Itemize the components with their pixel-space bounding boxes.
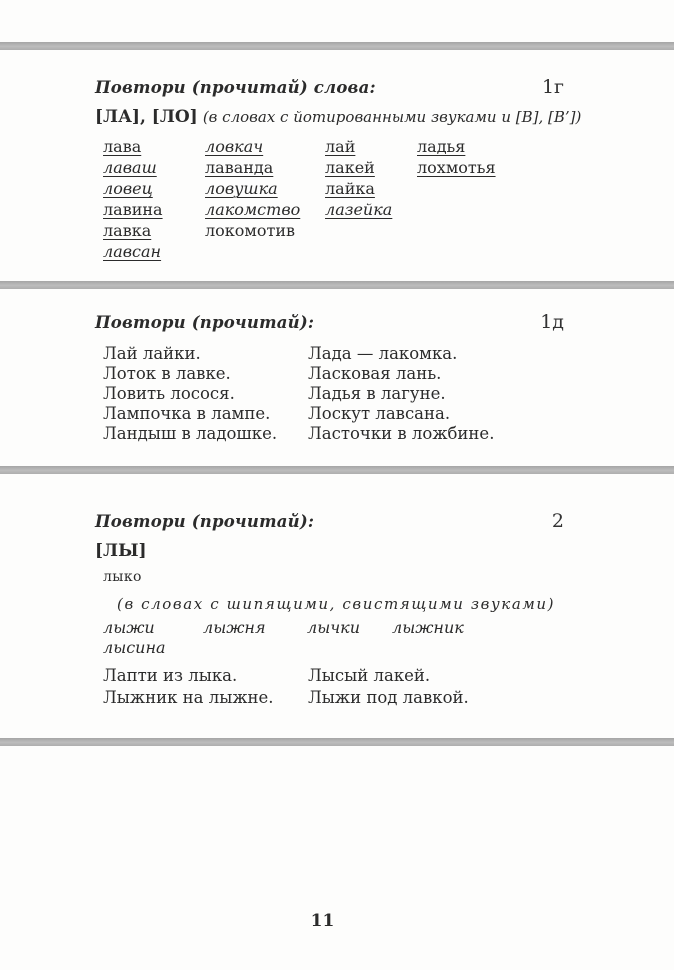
word-rows-2: лыжи лыжня лычки лыжник лысина xyxy=(103,618,564,658)
word: лавсан xyxy=(103,242,162,261)
word-column: лава лаваш ловец лавина лавка лавсан xyxy=(103,136,205,262)
phrase: Лыжи под лавкой. xyxy=(308,688,469,707)
separator-bar-top xyxy=(0,42,674,50)
exercise-number: 1г xyxy=(541,76,564,98)
page-number: 11 xyxy=(310,911,335,931)
word: лаваш xyxy=(103,158,157,177)
word: ладья xyxy=(417,137,466,156)
single-word: лыко xyxy=(103,569,142,585)
word: лысина xyxy=(103,638,166,657)
word: лайка xyxy=(325,179,375,198)
word: лавка xyxy=(103,221,152,240)
phrase: Лада — лакомка. xyxy=(308,344,458,363)
phrase: Ландыш в ладошке. xyxy=(103,424,278,443)
phrase-column: Лапти из лыка. Лыжник на лыжне. xyxy=(103,665,308,709)
word: лыжня xyxy=(203,618,266,637)
word: ловушка xyxy=(205,179,278,198)
exercise-number: 1д xyxy=(540,311,564,333)
exercise-header: Повтори (прочитай) слова: 1г xyxy=(95,76,564,98)
word: лыжник xyxy=(392,618,464,637)
word: ловец xyxy=(103,179,153,198)
phrase-column: Лада — лакомка. Ласковая лань. Ладья в лаг… xyxy=(308,344,494,444)
exercise-title: Повтори (прочитай): xyxy=(95,512,315,531)
word-column: лай лакей лайка лазейка xyxy=(325,136,417,262)
exercise-number: 2 xyxy=(551,510,564,532)
separator-bar xyxy=(0,281,674,289)
phrase: Ласточки в ложбине. xyxy=(308,424,495,443)
separator-bar xyxy=(0,738,674,746)
word: локомотив xyxy=(205,221,296,240)
word: лай xyxy=(325,137,356,156)
word: лакомство xyxy=(205,200,301,219)
phrase-column: Лай лайки. Лоток в лавке. Ловить лосося. Ла… xyxy=(103,344,308,444)
exercise-1d: Повтори (прочитай): 1д Лай лайки. Лоток в… xyxy=(95,311,564,444)
phrase: Лыжник на лыжне. xyxy=(103,688,274,707)
word: ловкач xyxy=(205,137,264,156)
phrase: Лампочка в лампе. xyxy=(103,404,271,423)
word: лохмотья xyxy=(417,158,496,177)
phrase: Лоскут лавсана. xyxy=(308,404,451,423)
word: лазейка xyxy=(325,200,393,219)
word: лава xyxy=(103,137,142,156)
word: лакей xyxy=(325,158,375,177)
word-grid-1g: лава лаваш ловец лавина лавка лавсан ловкач лав… xyxy=(103,136,564,262)
word-column: ладья лохмотья xyxy=(417,136,496,262)
separator-bar xyxy=(0,466,674,474)
word: лыжи xyxy=(103,618,155,637)
phrase: Лысый лакей. xyxy=(308,666,431,685)
phrase: Лоток в лавке. xyxy=(103,364,231,383)
sound-labels: [ЛЫ] xyxy=(95,541,147,561)
word: лычки xyxy=(307,618,361,637)
phrase-column: Лысый лакей. Лыжи под лавкой. xyxy=(308,665,469,709)
exercise-subtitle: [ЛА], [ЛО] (в словах с йотированными зву… xyxy=(95,107,581,127)
exercise-2: Повтори (прочитай): 2 [ЛЫ] лыко (в слова… xyxy=(95,510,564,709)
empty-cell xyxy=(307,638,392,658)
sound-labels: [ЛА], [ЛО] xyxy=(95,107,198,127)
phrase: Ладья в лагуне. xyxy=(308,384,446,403)
exercise-title: Повтори (прочитай) слова: xyxy=(95,78,376,97)
word: лавина xyxy=(103,200,163,219)
exercise-1g: Повтори (прочитай) слова: 1г [ЛА], [ЛО] … xyxy=(95,76,581,262)
exercise-header: Повтори (прочитай): 1д xyxy=(95,311,564,333)
exercise-title: Повтори (прочитай): xyxy=(95,313,315,332)
phrase: Ласковая лань. xyxy=(308,364,442,383)
phrase-columns-2: Лапти из лыка. Лыжник на лыжне. Лысый лаке… xyxy=(103,665,564,709)
phrase: Лай лайки. xyxy=(103,344,201,363)
phrase: Ловить лосося. xyxy=(103,384,235,403)
phrase-columns-1d: Лай лайки. Лоток в лавке. Ловить лосося. Ла… xyxy=(103,344,564,444)
sound-note: (в словах с йотированными звуками и [В],… xyxy=(202,108,582,126)
word: лаванда xyxy=(205,158,274,177)
sound-note: (в словах с шипящими, свистящими звуками… xyxy=(117,595,556,613)
empty-cell xyxy=(392,638,564,658)
empty-cell xyxy=(203,638,307,658)
word-column: ловкач лаванда ловушка лакомство локомотив xyxy=(205,136,325,262)
exercise-header: Повтори (прочитай): 2 xyxy=(95,510,564,532)
phrase: Лапти из лыка. xyxy=(103,666,238,685)
